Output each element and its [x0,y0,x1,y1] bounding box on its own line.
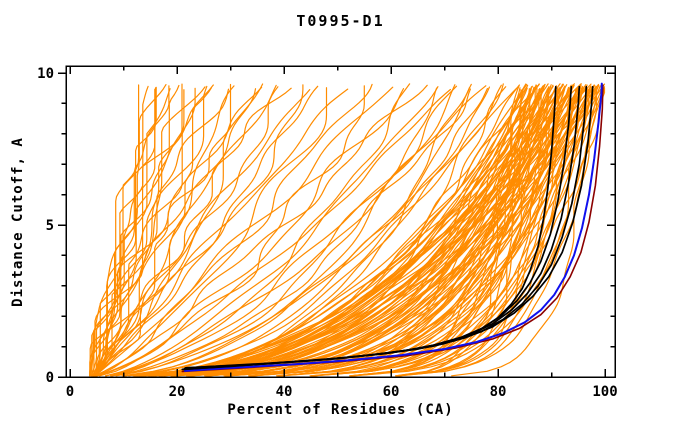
prediction-curve [281,87,603,377]
prediction-curve [95,87,292,377]
prediction-curve [205,85,597,377]
x-tick-label: 20 [169,384,186,400]
prediction-curve [224,86,583,377]
prediction-curve [124,84,456,377]
prediction-curve [171,84,600,377]
prediction-curve [148,83,600,377]
prediction-curve [91,84,214,377]
prediction-curve [134,83,540,377]
prediction-curve [95,84,180,377]
plot-frame [65,65,616,378]
prediction-curve [121,87,488,377]
prediction-curve [160,84,572,377]
axis-tick-labels: 0 20 40 60 80 100 0 5 10 [37,66,618,400]
prediction-curve [170,83,504,377]
prediction-curve [138,83,582,377]
prediction-curve [95,83,373,377]
prediction-curve [99,85,365,377]
axis-ticks [58,66,615,378]
prediction-curve [95,88,451,377]
x-tick-label: 60 [383,384,400,400]
prediction-curve [89,88,230,377]
prediction-curve [95,88,349,377]
x-tick-label: 40 [276,384,293,400]
prediction-curve [251,86,593,377]
prediction-curve [133,83,582,377]
y-tick-label: 0 [46,370,54,386]
x-tick-label: 80 [490,384,507,400]
prediction-curves [89,82,606,377]
prediction-curve [93,89,311,377]
prediction-curve [115,87,438,377]
prediction-curve [95,85,208,377]
prediction-curve [175,85,582,377]
prediction-curve [132,83,549,377]
prediction-curve [353,88,605,377]
prediction-curve [312,87,596,377]
y-tick-label: 10 [37,66,54,82]
prediction-curve [154,84,568,377]
x-axis-label: Percent of Residues (CA) [227,402,454,418]
prediction-curve [91,85,235,377]
prediction-curve [94,86,394,377]
y-tick-label: 5 [46,218,54,234]
plot-title: T0995-D1 [296,12,385,30]
prediction-curve [111,87,518,377]
prediction-curve [110,83,411,377]
prediction-curve [227,86,606,377]
prediction-curve [158,84,588,377]
prediction-curve [190,85,554,377]
prediction-curve [278,87,579,377]
highlighted-model-curve [185,85,594,369]
prediction-curve [248,86,570,377]
prediction-curve [93,85,170,377]
prediction-curve [111,88,471,377]
best-model-curve [184,82,603,372]
prediction-curve [136,83,575,377]
prediction-curve [162,84,564,377]
prediction-curve [96,88,405,377]
prediction-curve [94,85,319,377]
prediction-curve [104,85,458,377]
frame-box [65,65,616,378]
x-tick-label: 0 [66,384,74,400]
prediction-curve [105,86,439,377]
y-axis-label: Distance Cutoff, A [10,137,26,307]
prediction-curve [150,87,471,377]
prediction-curve [138,83,561,377]
prediction-curve [94,84,428,377]
prediction-curve [128,83,472,377]
prediction-curve [105,85,487,377]
prediction-curve [91,83,264,377]
x-tick-label: 100 [592,384,617,400]
prediction-curve [136,83,527,377]
prediction-curve [140,83,564,377]
prediction-curve [142,83,606,377]
